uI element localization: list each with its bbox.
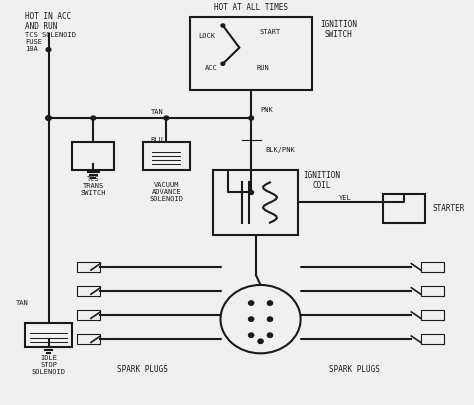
Text: ACC: ACC bbox=[205, 65, 218, 71]
Text: HOT AT ALL TIMES: HOT AT ALL TIMES bbox=[214, 3, 288, 12]
Bar bbox=[421, 335, 444, 344]
Bar bbox=[421, 286, 444, 296]
Circle shape bbox=[91, 116, 96, 120]
Circle shape bbox=[46, 48, 51, 52]
Circle shape bbox=[249, 190, 254, 194]
Text: HOT IN ACC
AND RUN: HOT IN ACC AND RUN bbox=[25, 12, 71, 31]
Text: YEL: YEL bbox=[339, 196, 352, 201]
Circle shape bbox=[248, 301, 254, 305]
Text: TAN: TAN bbox=[16, 300, 28, 306]
Circle shape bbox=[46, 115, 51, 120]
Bar bbox=[383, 194, 426, 223]
Text: TAN: TAN bbox=[151, 109, 163, 115]
Circle shape bbox=[248, 317, 254, 321]
Text: VACUUM
ADVANCE
SOLENOID: VACUUM ADVANCE SOLENOID bbox=[149, 182, 183, 202]
Text: START: START bbox=[259, 29, 281, 34]
Bar bbox=[421, 310, 444, 320]
Text: PNK: PNK bbox=[261, 107, 273, 113]
Circle shape bbox=[258, 339, 263, 343]
Text: IDLE
STOP
SOLENOID: IDLE STOP SOLENOID bbox=[31, 356, 65, 375]
Circle shape bbox=[267, 333, 273, 337]
Text: TCS SOLENOID
FUSE
10A: TCS SOLENOID FUSE 10A bbox=[25, 32, 76, 51]
Circle shape bbox=[267, 301, 273, 305]
Text: TCS
TRANS
SWITCH: TCS TRANS SWITCH bbox=[81, 177, 106, 196]
Circle shape bbox=[221, 24, 225, 27]
Circle shape bbox=[164, 116, 169, 120]
Bar bbox=[421, 262, 444, 272]
Text: RUN: RUN bbox=[256, 65, 269, 71]
Text: STARTER: STARTER bbox=[433, 204, 465, 213]
Bar bbox=[77, 262, 100, 272]
Circle shape bbox=[267, 317, 273, 321]
Bar bbox=[143, 142, 190, 171]
Bar bbox=[190, 17, 312, 90]
Bar bbox=[213, 171, 298, 234]
Text: SPARK PLUGS: SPARK PLUGS bbox=[329, 365, 380, 374]
Circle shape bbox=[249, 116, 254, 120]
Text: SPARK PLUGS: SPARK PLUGS bbox=[118, 365, 168, 374]
Circle shape bbox=[221, 62, 225, 65]
Text: IGNITION
SWITCH: IGNITION SWITCH bbox=[320, 20, 357, 39]
Text: IGNITION
COIL: IGNITION COIL bbox=[303, 171, 340, 190]
Bar bbox=[77, 310, 100, 320]
Bar bbox=[77, 335, 100, 344]
Bar bbox=[77, 286, 100, 296]
Bar bbox=[25, 323, 72, 347]
Circle shape bbox=[248, 333, 254, 337]
Text: LOCK: LOCK bbox=[198, 32, 215, 38]
Bar bbox=[72, 142, 115, 171]
Text: BLK/PNK: BLK/PNK bbox=[265, 147, 295, 153]
Text: BLU: BLU bbox=[151, 137, 163, 143]
